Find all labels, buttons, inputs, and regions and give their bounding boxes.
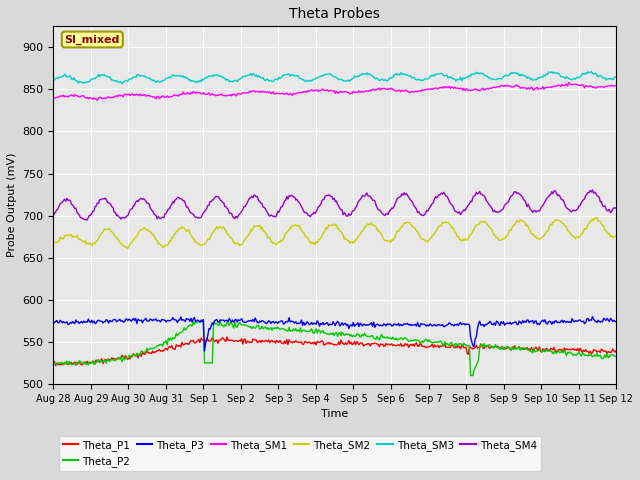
Theta_SM4 bbox=[321, 193, 329, 199]
Theta_P2 bbox=[601, 352, 609, 358]
Line: Theta_SM4: Theta_SM4 bbox=[53, 190, 616, 220]
Theta_SM4 bbox=[83, 217, 91, 223]
Theta_SM3 bbox=[321, 72, 329, 77]
Theta_P2 bbox=[321, 330, 329, 336]
Theta_SM3 bbox=[612, 74, 620, 80]
Theta_P3 bbox=[612, 319, 620, 325]
Theta_P3 bbox=[385, 321, 393, 327]
Theta_SM2 bbox=[124, 246, 132, 252]
Theta_SM2 bbox=[512, 219, 520, 225]
Theta_P2 bbox=[385, 335, 393, 341]
Theta_SM3 bbox=[49, 78, 57, 84]
Theta_P1 bbox=[49, 360, 57, 365]
Theta_P2 bbox=[318, 329, 326, 335]
Theta_SM1 bbox=[612, 83, 620, 89]
X-axis label: Time: Time bbox=[321, 409, 348, 419]
Theta_SM3 bbox=[588, 69, 595, 74]
Theta_SM1 bbox=[565, 80, 573, 85]
Theta_SM3 bbox=[318, 72, 326, 78]
Theta_P1 bbox=[223, 334, 231, 340]
Theta_P1 bbox=[323, 341, 330, 347]
Theta_SM1 bbox=[321, 87, 329, 93]
Theta_P3 bbox=[318, 322, 326, 327]
Theta_SM2 bbox=[355, 233, 363, 239]
Theta_P1 bbox=[387, 342, 394, 348]
Theta_SM1 bbox=[355, 88, 363, 94]
Theta_SM2 bbox=[601, 228, 609, 233]
Line: Theta_P3: Theta_P3 bbox=[53, 317, 616, 351]
Theta_P3 bbox=[601, 316, 609, 322]
Line: Theta_SM2: Theta_SM2 bbox=[53, 217, 616, 249]
Theta_P1 bbox=[612, 348, 620, 354]
Theta_P2 bbox=[49, 359, 57, 365]
Theta_SM2 bbox=[321, 228, 329, 233]
Theta_P3 bbox=[49, 319, 57, 325]
Theta_P1 bbox=[319, 339, 327, 345]
Theta_P3 bbox=[512, 319, 520, 325]
Theta_P3 bbox=[200, 348, 208, 354]
Theta_SM2 bbox=[318, 233, 326, 239]
Theta_P1 bbox=[52, 363, 60, 369]
Theta_P2 bbox=[513, 346, 521, 351]
Theta_P1 bbox=[513, 346, 521, 351]
Theta_SM3 bbox=[601, 75, 609, 81]
Title: Theta Probes: Theta Probes bbox=[289, 7, 380, 21]
Theta_SM3 bbox=[512, 70, 520, 75]
Theta_SM4 bbox=[385, 208, 393, 214]
Theta_SM4 bbox=[601, 203, 609, 209]
Theta_P1 bbox=[601, 348, 609, 354]
Theta_SM3 bbox=[118, 81, 126, 86]
Theta_SM2 bbox=[385, 238, 393, 244]
Theta_SM1 bbox=[512, 83, 520, 88]
Theta_SM4 bbox=[512, 189, 520, 195]
Theta_P2 bbox=[355, 332, 363, 338]
Theta_SM1 bbox=[385, 85, 393, 91]
Text: SI_mixed: SI_mixed bbox=[65, 35, 120, 45]
Theta_SM3 bbox=[355, 73, 363, 79]
Theta_SM4 bbox=[318, 198, 326, 204]
Theta_SM4 bbox=[49, 213, 57, 218]
Theta_P1 bbox=[356, 340, 364, 346]
Theta_SM1 bbox=[601, 84, 609, 90]
Theta_SM4 bbox=[355, 198, 363, 204]
Theta_P2 bbox=[612, 354, 620, 360]
Theta_SM2 bbox=[592, 215, 600, 220]
Theta_SM1 bbox=[318, 87, 326, 93]
Line: Theta_SM3: Theta_SM3 bbox=[53, 72, 616, 84]
Line: Theta_SM1: Theta_SM1 bbox=[53, 83, 616, 100]
Y-axis label: Probe Output (mV): Probe Output (mV) bbox=[7, 153, 17, 257]
Theta_SM4 bbox=[612, 205, 620, 211]
Theta_P3 bbox=[355, 324, 363, 329]
Theta_P2 bbox=[198, 317, 206, 323]
Theta_SM4 bbox=[589, 187, 596, 193]
Theta_SM1 bbox=[93, 97, 101, 103]
Theta_SM3 bbox=[385, 75, 393, 81]
Line: Theta_P2: Theta_P2 bbox=[53, 320, 616, 375]
Theta_P3 bbox=[321, 321, 329, 327]
Theta_P3 bbox=[589, 314, 596, 320]
Theta_SM1 bbox=[49, 95, 57, 100]
Theta_SM2 bbox=[49, 240, 57, 246]
Theta_SM2 bbox=[612, 233, 620, 239]
Legend: Theta_P1, Theta_P2, Theta_P3, Theta_SM1, Theta_SM2, Theta_SM3, Theta_SM4: Theta_P1, Theta_P2, Theta_P3, Theta_SM1,… bbox=[58, 436, 541, 471]
Theta_P2 bbox=[467, 372, 474, 378]
Line: Theta_P1: Theta_P1 bbox=[53, 337, 616, 366]
